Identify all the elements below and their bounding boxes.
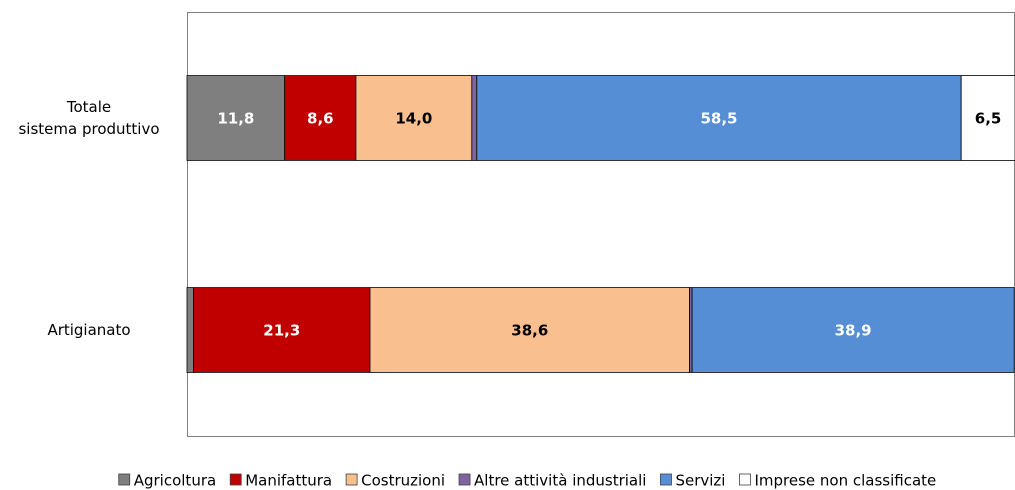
data-label: 38,6 [511, 322, 548, 340]
legend-item: Agricoltura [118, 472, 216, 490]
data-label: 21,3 [263, 322, 300, 340]
legend-label: Imprese non classificate [754, 472, 936, 490]
bar-segment [960, 75, 1015, 161]
y-tick-label: Totale sistema produttivo [18, 98, 160, 138]
data-label: 11,8 [217, 110, 254, 128]
legend-swatch [739, 473, 751, 486]
y-tick-label: Artigianato [47, 321, 131, 339]
legend-label: Servizi [675, 472, 725, 490]
bar-segment [355, 75, 473, 161]
legend-swatch [660, 473, 672, 486]
legend-item: Altre attività industriali [458, 472, 646, 490]
legend-swatch [458, 473, 471, 486]
legend-label: Agricoltura [134, 472, 216, 490]
legend-label: Altre attività industriali [474, 472, 646, 490]
bar-segment [691, 287, 1015, 373]
legend-label: Costruzioni [361, 472, 445, 490]
bar-segment [193, 287, 371, 373]
legend-item: Manifattura [229, 472, 332, 490]
legend-swatch [229, 473, 242, 486]
legend-swatch [345, 473, 358, 486]
legend-item: Imprese non classificate [739, 472, 936, 490]
legend-label: Manifattura [245, 472, 332, 490]
legend-swatch [118, 473, 131, 486]
data-label: 14,0 [395, 110, 432, 128]
legend-item: Costruzioni [345, 472, 445, 490]
data-label: 38,9 [835, 322, 872, 340]
legend-item: Servizi [660, 472, 725, 490]
data-label: 58,5 [700, 110, 737, 128]
bar-segment [186, 75, 286, 161]
bar-segment [186, 287, 195, 373]
data-label: 6,5 [975, 110, 1002, 128]
bar-segment [476, 75, 962, 161]
bar-segment [471, 75, 478, 161]
bar-segment [284, 75, 357, 161]
bar-segment [369, 287, 690, 373]
data-label: 8,6 [307, 110, 334, 128]
